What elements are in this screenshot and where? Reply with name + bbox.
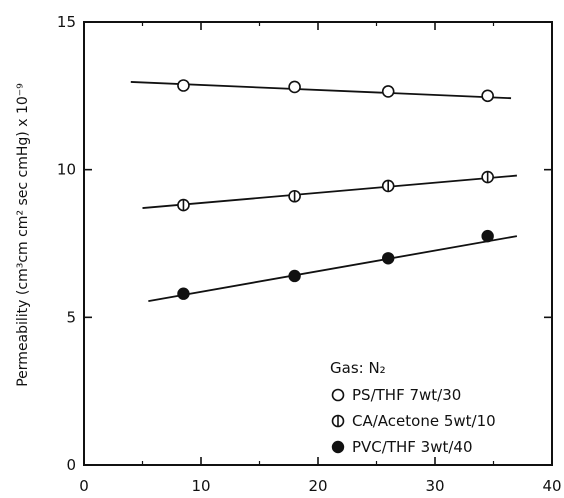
data-point-series-2-3 <box>481 229 494 243</box>
data-point-series-1-2 <box>381 179 395 193</box>
legend-marker-2 <box>331 440 345 454</box>
data-point-series-0-1 <box>288 80 301 94</box>
data-point-series-1-3 <box>481 170 494 184</box>
legend-marker-1 <box>331 414 345 428</box>
data-point-series-1-1 <box>288 189 301 203</box>
x-tick-label-4: 40 <box>542 477 561 495</box>
x-tick-label-2: 20 <box>308 477 327 495</box>
data-point-series-0-2 <box>381 85 395 98</box>
data-point-series-2-1 <box>288 269 301 283</box>
y-tick-label-3: 15 <box>57 13 76 31</box>
y-axis-label: Permeability (cm³cm cm² sec cmHg) x 10⁻⁹ <box>15 83 31 387</box>
data-point-series-0-3 <box>481 89 494 103</box>
plot-frame <box>83 21 553 466</box>
fit-line-series-0 <box>130 81 512 100</box>
marks <box>130 79 518 302</box>
fit-line-series-2 <box>148 235 518 302</box>
axes: 0 10 20 30 40 0 5 10 15 <box>57 13 562 495</box>
x-tick-label-0: 0 <box>79 477 89 495</box>
legend-title: Gas: N₂ <box>330 359 386 377</box>
data-point-series-0-0 <box>177 79 190 92</box>
y-tick-label-2: 10 <box>57 161 76 179</box>
data-point-series-2-2 <box>382 252 395 265</box>
data-point-series-1-0 <box>177 198 190 212</box>
legend-label-2: PVC/THF 3wt/40 <box>352 438 473 456</box>
legend-marker-0 <box>331 388 345 402</box>
x-tick-label-3: 30 <box>425 477 444 495</box>
fit-line-series-1 <box>142 174 517 209</box>
x-tick-label-1: 10 <box>191 477 210 495</box>
legend: Gas: N₂ PS/THF 7wt/30 CA/Acetone 5wt/10 PV… <box>330 359 496 456</box>
legend-label-1: CA/Acetone 5wt/10 <box>352 412 496 430</box>
legend-label-0: PS/THF 7wt/30 <box>352 386 461 404</box>
y-tick-label-1: 5 <box>66 308 76 326</box>
y-tick-label-0: 0 <box>66 456 76 474</box>
data-point-series-2-0 <box>177 287 190 300</box>
